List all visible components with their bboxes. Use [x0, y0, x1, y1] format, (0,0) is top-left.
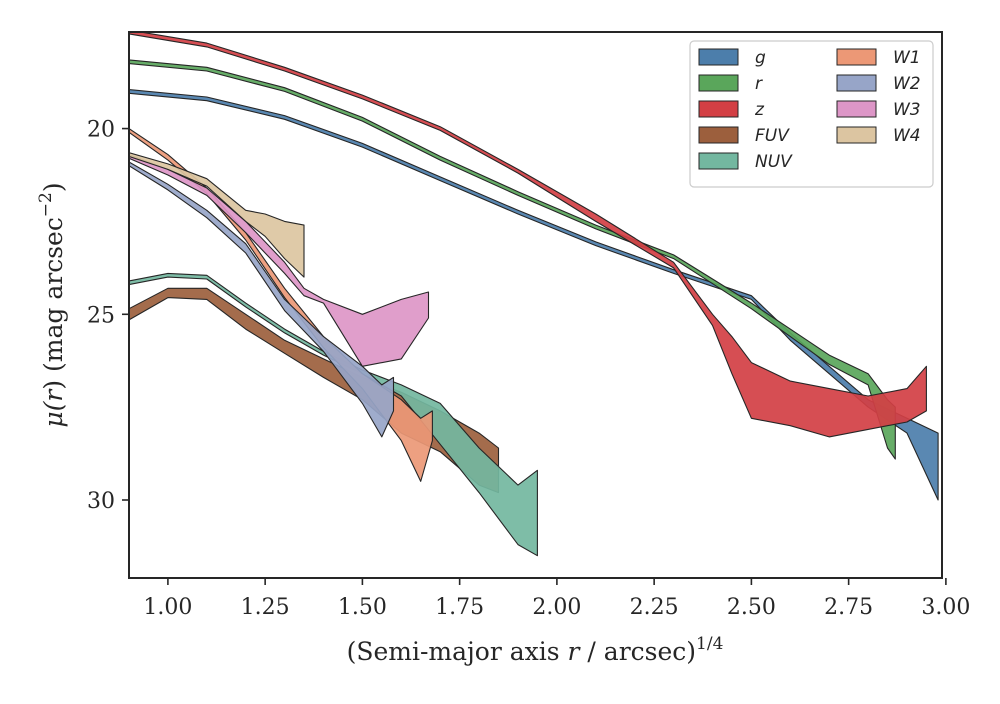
x-axis-label: (Semi-major axis r / arcsec)1/4 — [347, 634, 724, 666]
band-z — [129, 32, 927, 438]
band-r — [129, 59, 896, 460]
x-tick-label: 3.00 — [921, 595, 970, 620]
x-tick-label: 2.75 — [824, 595, 873, 620]
band-fuv — [129, 287, 500, 494]
plot-area — [129, 32, 939, 557]
y-tick-label: 20 — [87, 118, 115, 143]
x-tick-label: 1.50 — [338, 595, 387, 620]
legend-label: W3 — [893, 100, 921, 120]
legend-label: W1 — [893, 48, 921, 68]
legend-swatch — [698, 100, 739, 118]
x-tick-label: 1.00 — [143, 595, 192, 620]
legend-label: r — [755, 74, 763, 94]
legend-label: W2 — [893, 74, 921, 94]
band-g — [129, 89, 939, 501]
legend-label: NUV — [755, 152, 793, 172]
band-w2 — [129, 161, 395, 438]
legend-swatch — [698, 48, 739, 66]
band-nuv — [129, 272, 538, 557]
legend-swatch — [836, 100, 877, 118]
plot-frame — [128, 31, 943, 579]
x-tick-label: 1.25 — [241, 595, 290, 620]
legend-label: g — [755, 48, 766, 68]
legend-label: W4 — [893, 126, 921, 146]
x-tick-label: 1.75 — [435, 595, 484, 620]
x-tick-label: 2.00 — [532, 595, 581, 620]
series-bands — [129, 32, 939, 557]
legend-swatch — [836, 126, 877, 144]
y-tick-label: 30 — [87, 489, 115, 514]
legend-swatch — [698, 74, 739, 92]
y-axis-label: μ(r) (mag arcsec−2) — [36, 182, 68, 427]
legend-swatch — [698, 152, 739, 170]
y-tick-label: 25 — [87, 303, 115, 328]
band-w3 — [129, 154, 430, 367]
legend-label: FUV — [755, 126, 790, 146]
x-tick-label: 2.50 — [727, 595, 776, 620]
band-w4 — [129, 152, 305, 278]
legend-swatch — [698, 126, 739, 144]
legend: grz FUV NUV W1 W2 W3 W4 — [689, 40, 934, 188]
band-w1 — [129, 128, 433, 482]
legend-swatch — [836, 74, 877, 92]
legend-swatch — [836, 48, 877, 66]
legend-label: z — [754, 100, 765, 120]
axis-ticks: 1.00 1.25 1.50 1.75 2.00 2.25 2.50 2.75 3.00 20 25… — [87, 118, 970, 620]
x-tick-label: 2.25 — [630, 595, 679, 620]
